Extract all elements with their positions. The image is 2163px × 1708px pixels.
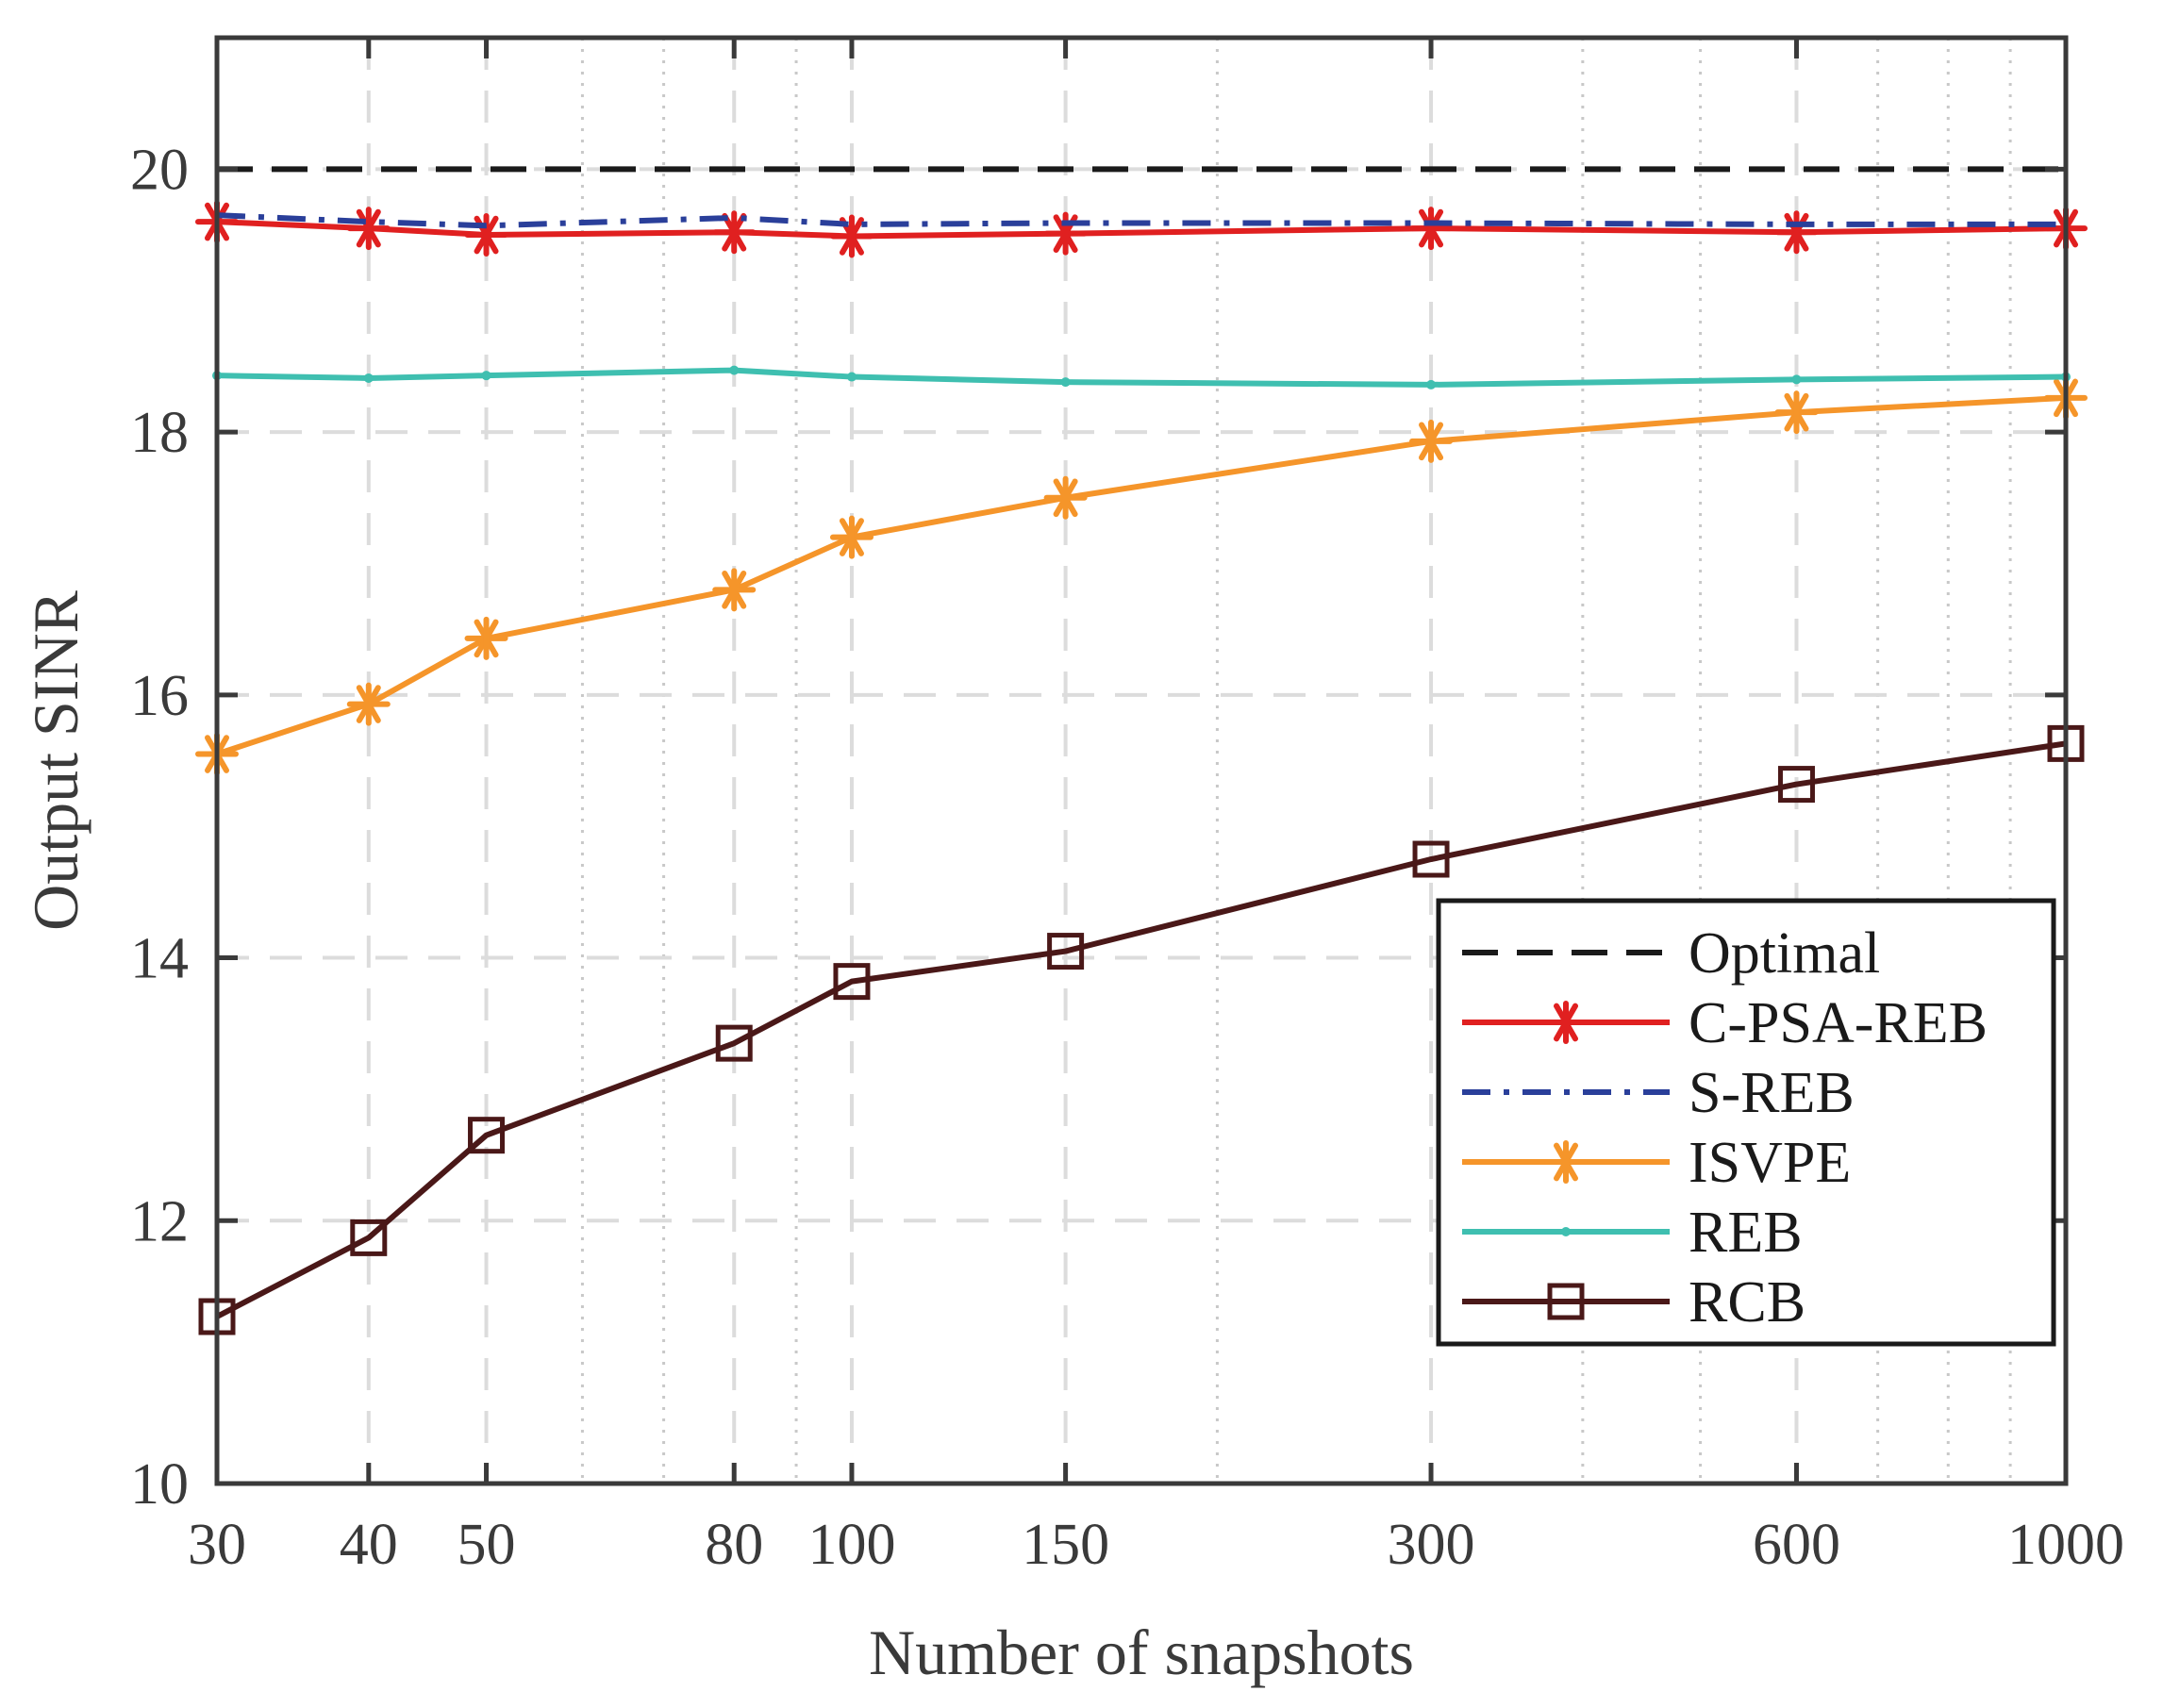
x-axis-label: Number of snapshots	[869, 1617, 1414, 1688]
marker-dot	[846, 372, 857, 382]
legend-box	[1436, 898, 2056, 1347]
data-point-c-psa-reb	[1774, 210, 1819, 255]
marker-dot	[481, 371, 491, 381]
marker-dot	[363, 373, 374, 383]
legend-item-isvpe: ISVPE	[1462, 1131, 1851, 1195]
data-point-reb	[846, 372, 857, 382]
marker-square	[350, 1219, 388, 1256]
series-s-reb	[216, 212, 2066, 229]
x-tick-label: 80	[705, 1513, 763, 1577]
marker-square	[1547, 1283, 1585, 1320]
marker-square	[468, 1117, 506, 1154]
data-point-reb	[1426, 379, 1437, 390]
data-point-isvpe	[1774, 390, 1819, 435]
legend-marker	[1547, 1283, 1585, 1320]
legend-marker	[1561, 1227, 1571, 1236]
marker-square	[1412, 840, 1450, 878]
legend-item-rcb: RCB	[1462, 1270, 1805, 1335]
series-line-rcb	[215, 740, 2067, 1319]
axis-ticks	[214, 38, 2069, 1486]
x-tick-label: 30	[188, 1513, 246, 1577]
data-point-isvpe	[1409, 419, 1454, 463]
data-point-rcb	[350, 1219, 388, 1256]
y-tick-label: 20	[130, 138, 189, 202]
legend-item-s-reb: S-REB	[1462, 1061, 1855, 1125]
data-point-c-psa-reb	[712, 210, 757, 255]
legend-item-optimal: Optimal	[1462, 921, 1880, 986]
data-point-isvpe	[346, 682, 391, 726]
y-tick-label: 14	[130, 927, 189, 991]
legend-marker	[1544, 1001, 1588, 1044]
data-point-isvpe	[712, 568, 757, 612]
data-point-reb	[1791, 374, 1802, 385]
y-tick-label: 10	[130, 1452, 189, 1517]
data-point-rcb	[1047, 933, 1085, 970]
data-point-isvpe	[464, 616, 508, 660]
x-tick-label: 100	[807, 1513, 895, 1577]
data-point-reb	[729, 365, 740, 375]
data-point-rcb	[1412, 840, 1450, 878]
legend-label: REB	[1689, 1201, 1803, 1265]
y-tick-label: 16	[130, 664, 189, 728]
data-point-isvpe	[1043, 475, 1088, 520]
legend-label: ISVPE	[1689, 1131, 1851, 1195]
marker-dot	[729, 365, 740, 375]
legend-label: RCB	[1689, 1270, 1805, 1335]
data-point-rcb	[833, 963, 871, 1001]
marker-square	[833, 963, 871, 1001]
x-tick-label: 1000	[2007, 1513, 2124, 1577]
legend-label: Optimal	[1689, 921, 1880, 986]
legend-item-reb: REB	[1462, 1201, 1803, 1265]
x-tick-label: 40	[340, 1513, 398, 1577]
y-tick-label: 12	[130, 1189, 189, 1253]
marker-dot	[1561, 1227, 1571, 1236]
data-point-isvpe	[829, 515, 874, 559]
y-tick-label: 18	[130, 401, 189, 465]
marker-dot	[1426, 379, 1437, 390]
legend-label: C-PSA-REB	[1689, 991, 1988, 1055]
x-tick-label: 150	[1022, 1513, 1109, 1577]
series-line-s-reb	[216, 212, 2066, 229]
x-tick-label: 600	[1753, 1513, 1840, 1577]
data-point-rcb	[715, 1024, 753, 1062]
marker-dot	[1791, 374, 1802, 385]
legend-label: S-REB	[1689, 1061, 1855, 1125]
data-point-reb	[1060, 377, 1071, 388]
y-axis-label: Output SINR	[20, 589, 92, 930]
data-point-c-psa-reb	[1409, 207, 1454, 251]
tick-labels: 30 40 50 80 100 150 300 600 1000 10 12 14 16 18 20	[130, 138, 2124, 1577]
marker-square	[715, 1024, 753, 1062]
data-point-c-psa-reb	[346, 207, 391, 251]
marker-dot	[1060, 377, 1071, 388]
x-tick-label: 300	[1388, 1513, 1475, 1577]
marker-square	[1047, 933, 1085, 970]
marker-square	[1777, 766, 1815, 804]
legend-item-c-psa-reb: C-PSA-REB	[1462, 991, 1988, 1055]
plot-frame	[214, 35, 2069, 1486]
data-point-rcb	[468, 1117, 506, 1154]
data-point-reb	[481, 371, 491, 381]
data-point-rcb	[1777, 766, 1815, 804]
legend-marker	[1544, 1140, 1588, 1184]
x-tick-label: 50	[458, 1513, 516, 1577]
data-point-reb	[363, 373, 374, 383]
